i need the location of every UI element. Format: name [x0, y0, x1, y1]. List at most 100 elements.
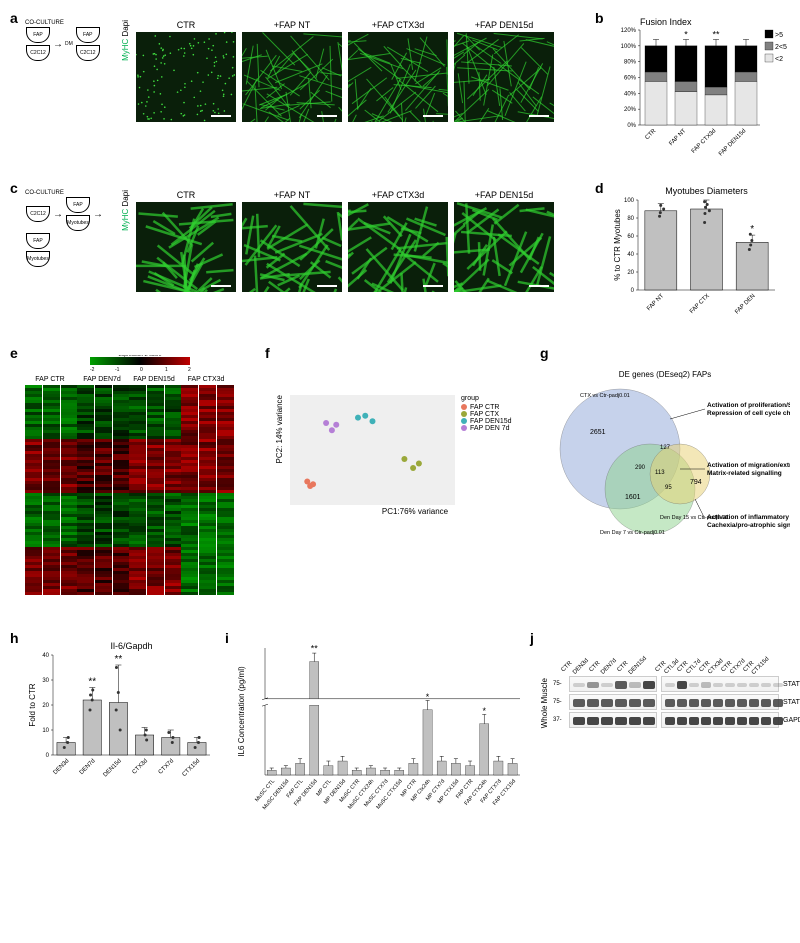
svg-text:>5: >5	[775, 32, 783, 39]
panel-e: -2-1012 Expression Z-score FAP CTRFAP DE…	[25, 355, 255, 595]
svg-text:-2: -2	[90, 367, 95, 373]
legend-item: FAP DEN 7d	[461, 425, 512, 432]
panel-f: PC2: 14% variance group FAP CTRFAP CTXFA…	[275, 395, 535, 516]
svg-text:60%: 60%	[624, 76, 637, 82]
svg-text:FAP CTX3d: FAP CTX3d	[691, 128, 718, 155]
svg-text:2<5: 2<5	[775, 44, 787, 51]
panel-i: IL6 Concentration (pg/ml)MuSC CTLMuSC DE…	[235, 640, 525, 833]
well: C2C12	[26, 45, 50, 61]
microscopy-panel: +FAP CTX3d	[348, 190, 448, 292]
svg-text:Activation of inflammatory and: Activation of inflammatory and	[707, 514, 790, 521]
svg-text:*: *	[684, 30, 688, 40]
svg-text:FAP NT: FAP NT	[668, 128, 687, 147]
panel-a: CO-CULTURE FAP C2C12 → DM FAP C2C12 MyHC…	[25, 20, 563, 122]
svg-text:0: 0	[140, 367, 143, 373]
label-c: c	[10, 180, 18, 196]
panel-h: Il-6/GapdhFold to CTR010203040DEN3d**DEN…	[25, 640, 215, 803]
label-a: a	[10, 10, 18, 26]
svg-text:95: 95	[665, 485, 672, 491]
well: C2C12	[26, 206, 50, 222]
image-title: +FAP NT	[242, 190, 342, 200]
svg-text:2: 2	[188, 367, 191, 373]
svg-text:Matrix-related signalling: Matrix-related signalling	[707, 470, 782, 477]
svg-text:Activation of migration/extrac: Activation of migration/extracellular	[707, 462, 790, 469]
y-axis-label: MyHC Dapi	[121, 190, 130, 231]
svg-text:*: *	[750, 224, 754, 235]
well: FAP	[76, 27, 100, 43]
svg-text:0%: 0%	[627, 123, 636, 129]
label-i: i	[225, 630, 229, 646]
arrow-icon: →	[53, 39, 63, 50]
well: Myotubes	[66, 215, 90, 231]
heatmap-col-label: FAP DEN7d	[77, 376, 127, 383]
svg-text:290: 290	[635, 465, 646, 471]
svg-text:FAP NT: FAP NT	[646, 293, 665, 312]
svg-text:40%: 40%	[624, 91, 637, 97]
svg-text:IL6 Concentration (pg/ml): IL6 Concentration (pg/ml)	[237, 666, 246, 757]
pca-ylabel: PC2: 14% variance	[275, 395, 284, 463]
svg-text:Fusion Index: Fusion Index	[640, 17, 692, 27]
svg-text:60: 60	[627, 234, 634, 240]
svg-text:Myotubes Diameters: Myotubes Diameters	[665, 186, 748, 196]
label-e: e	[10, 345, 18, 361]
svg-text:Repression of cell cycle check: Repression of cell cycle checkpoints	[707, 410, 790, 417]
blot-row: 75-STAT3Tyr705	[553, 676, 800, 692]
svg-text:CTX7d: CTX7d	[158, 758, 175, 775]
svg-text:100%: 100%	[621, 44, 637, 50]
panel-b: Fusion Index0%20%40%60%80%100%120%CTR*FA…	[610, 15, 790, 173]
microscopy-panel: +FAP CTX3d	[348, 20, 448, 122]
svg-text:40: 40	[627, 252, 634, 258]
panel-j: CTRDEN3dCTRDEN7dCTRDEN15dCTRCTL3dCTRCTL7…	[540, 650, 790, 730]
western-blots: CTRDEN3dCTRDEN7dCTRDEN15dCTRCTL3dCTRCTL7…	[540, 650, 790, 730]
svg-text:Cachexia/pro-atrophic signalli: Cachexia/pro-atrophic signalling	[707, 522, 790, 529]
microscopy-panel: +FAP NT	[242, 20, 342, 122]
svg-text:40: 40	[42, 653, 49, 659]
svg-text:DEN3d: DEN3d	[53, 758, 71, 776]
label-b: b	[595, 10, 604, 26]
il6-qpcr-chart: Il-6/GapdhFold to CTR010203040DEN3d**DEN…	[25, 640, 215, 800]
svg-text:DEN15d: DEN15d	[103, 758, 123, 778]
svg-text:Activation of proliferation/S: Activation of proliferation/S phase	[707, 402, 790, 409]
svg-text:CTX3d: CTX3d	[132, 758, 149, 775]
microscopy-row: CTR+FAP NT +FAP CTX3d +FAP DEN15d	[136, 20, 554, 122]
microscopy-panel: +FAP DEN15d	[454, 20, 554, 122]
svg-text:*: *	[426, 692, 430, 702]
svg-text:113: 113	[655, 470, 665, 476]
fusion-index-chart: Fusion Index0%20%40%60%80%100%120%CTR*FA…	[610, 15, 790, 170]
legend-item: FAP CTX	[461, 411, 512, 418]
microscopy-panel: +FAP DEN15d	[454, 190, 554, 292]
il6-elisa-chart: IL6 Concentration (pg/ml)MuSC CTLMuSC DE…	[235, 640, 525, 830]
coculture-diagram-c: CO-CULTURE C2C12 → FAP Myotubes → FAP My…	[25, 190, 115, 268]
svg-text:30: 30	[42, 678, 49, 684]
svg-text:120%: 120%	[621, 28, 637, 34]
venn-title: DE genes (DEseq2) FAPs	[540, 370, 790, 379]
svg-text:CTX vs Ctr-padj0.01: CTX vs Ctr-padj0.01	[580, 393, 630, 399]
svg-text:10: 10	[42, 728, 49, 734]
svg-text:Fold to CTR: Fold to CTR	[28, 683, 37, 726]
svg-text:0: 0	[631, 288, 635, 294]
image-title: +FAP DEN15d	[454, 20, 554, 30]
svg-text:127: 127	[660, 445, 671, 451]
microscopy-panel: +FAP NT	[242, 190, 342, 292]
heatmap-legend: -2-1012 Expression Z-score	[80, 355, 200, 373]
svg-text:FAP CTX: FAP CTX	[689, 293, 711, 315]
blot-row: 75-STAT3	[553, 694, 800, 710]
blot-protein-name: STAT3	[783, 699, 800, 706]
svg-text:DEN7d: DEN7d	[79, 758, 97, 776]
heatmap-col-label: FAP CTR	[25, 376, 75, 383]
well: C2C12	[76, 45, 100, 61]
svg-text:*: *	[482, 706, 486, 716]
label-g: g	[540, 345, 549, 361]
well: Myotubes	[26, 251, 50, 267]
microscopy-panel: CTR	[136, 20, 236, 122]
label-d: d	[595, 180, 604, 196]
heatmap-col-label: FAP CTX3d	[181, 376, 231, 383]
label-f: f	[265, 345, 270, 361]
blot-protein-name: STAT3Tyr705	[783, 681, 800, 688]
svg-text:0: 0	[46, 753, 50, 759]
microscopy-panel: CTR	[136, 190, 236, 292]
svg-text:**: **	[712, 30, 720, 40]
svg-text:**: **	[311, 644, 319, 654]
image-title: +FAP CTX3d	[348, 20, 448, 30]
svg-text:FAP DEN15d: FAP DEN15d	[718, 128, 747, 157]
